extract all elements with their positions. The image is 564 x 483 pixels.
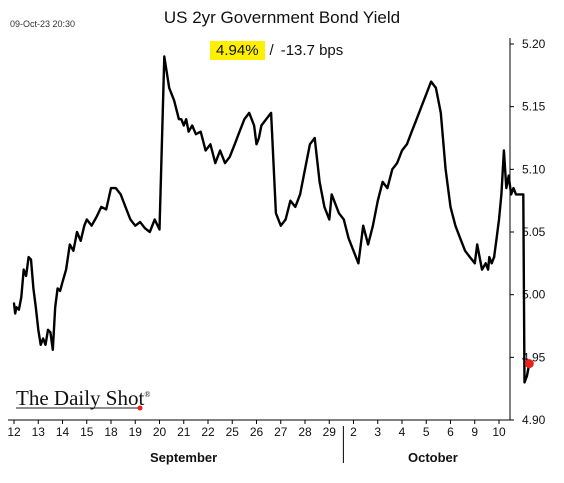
logo-text: The Daily Shot [16, 386, 145, 410]
chart-title: US 2yr Government Bond Yield [163, 8, 401, 27]
y-tick-label: 5.00 [522, 288, 546, 302]
x-tick-label: 25 [226, 425, 240, 439]
y-tick-label: 5.20 [522, 37, 546, 51]
x-tick-label: 3 [374, 425, 381, 439]
y-tick-label: 4.90 [522, 413, 546, 427]
x-tick-label: 26 [250, 425, 264, 439]
x-tick-label: 4 [399, 425, 406, 439]
x-tick-label: 14 [56, 425, 70, 439]
y-tick-label: 5.10 [522, 162, 546, 176]
timestamp: 09-Oct-23 20:30 [10, 19, 76, 29]
y-tick-label: 5.15 [522, 100, 546, 114]
x-tick-label: 19 [129, 425, 143, 439]
x-tick-label: 5 [423, 425, 430, 439]
x-tick-label: 27 [274, 425, 288, 439]
x-tick-label: 9 [471, 425, 478, 439]
month-label-september: September [150, 450, 218, 465]
x-tick-label: 22 [201, 425, 215, 439]
logo-registered-mark: ® [144, 390, 151, 399]
x-tick-label: 15 [80, 425, 94, 439]
x-tick-label: 6 [447, 425, 454, 439]
yield-series-line [492, 149, 531, 384]
y-tick-label: 5.05 [522, 225, 546, 239]
last-value-marker [524, 359, 534, 369]
annotation-separator: / [269, 42, 274, 59]
yield-series-line [12, 55, 496, 351]
x-tick-label: 20 [153, 425, 167, 439]
x-tick-label: 10 [492, 425, 506, 439]
daily-shot-logo: The Daily Shot® [16, 386, 150, 411]
x-tick-label: 13 [32, 425, 46, 439]
x-tick-label: 21 [177, 425, 191, 439]
x-tick-label: 2 [350, 425, 357, 439]
yield-change-value: -13.7 bps [280, 42, 344, 59]
x-tick-label: 18 [104, 425, 118, 439]
x-tick-label: 28 [298, 425, 312, 439]
x-tick-label: 12 [7, 425, 21, 439]
month-label-october: October [408, 450, 458, 465]
yield-annotation: 4.94% / -13.7 bps [210, 41, 344, 60]
logo-dot [137, 405, 143, 411]
x-tick-label: 29 [323, 425, 337, 439]
current-yield-value: 4.94% [210, 41, 265, 60]
